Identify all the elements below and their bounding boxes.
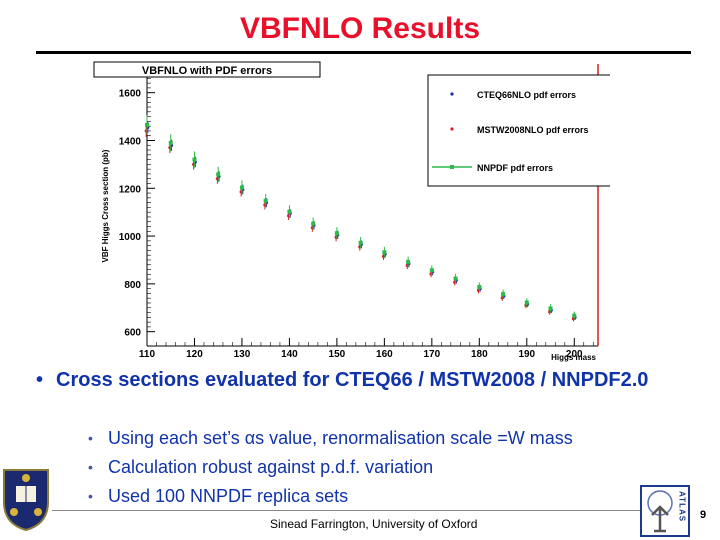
legend-label-mstw: MSTW2008NLO pdf errors	[477, 125, 589, 135]
chart-container: 600 800 1000 1200 1400 1600 110 120 130 140 150 160…	[90, 56, 629, 364]
footer-rule	[52, 510, 642, 511]
legend-marker-mstw	[450, 127, 454, 131]
x-tick-label: 160	[376, 349, 393, 360]
y-tick-label: 800	[124, 280, 141, 291]
y-tick-label: 600	[124, 328, 141, 339]
y-tick-label: 1000	[119, 232, 142, 243]
main-bullet-text: Cross sections evaluated for CTEQ66 / MS…	[56, 369, 649, 391]
x-axis-label: Higgs mass	[551, 353, 596, 362]
nnpdf-point	[145, 122, 149, 127]
nnpdf-point	[358, 240, 363, 245]
chart-title: VBFNLO with PDF errors	[142, 65, 272, 77]
atlas-logo-text: ATLAS	[678, 491, 687, 522]
nnpdf-point	[311, 221, 316, 226]
nnpdf-point	[406, 259, 411, 264]
x-tick-label: 190	[518, 349, 535, 360]
y-tick-label: 1400	[119, 136, 142, 147]
sub-bullet-text: Using each set’s αs value, renormalisati…	[108, 428, 573, 448]
nnpdf-point	[429, 268, 434, 273]
sub-bullet-text: Calculation robust against p.d.f. variat…	[108, 457, 434, 477]
x-tick-label: 120	[186, 349, 203, 360]
legend-marker-nnpdf	[450, 165, 454, 169]
x-tick-label: 110	[139, 349, 156, 360]
nnpdf-point	[524, 300, 529, 305]
nnpdf-point	[287, 209, 292, 214]
oxford-crest-logo	[3, 469, 49, 532]
footer-author: Sinead Farrington, University of Oxford	[270, 517, 478, 531]
title-rule	[36, 51, 691, 54]
nnpdf-point	[192, 157, 197, 162]
x-tick-label: 200	[566, 349, 583, 360]
bullet-dot: •	[36, 369, 44, 391]
nnpdf-point	[168, 140, 173, 145]
sub-bullet-dot: •	[88, 459, 93, 475]
y-tick-label: 1600	[119, 89, 142, 100]
sub-bullet-dot: •	[88, 430, 93, 446]
nnpdf-point	[382, 250, 387, 255]
x-tick-label: 180	[471, 349, 488, 360]
sub-bullet-dot: •	[88, 488, 93, 504]
nnpdf-point	[501, 292, 506, 297]
x-tick-label: 140	[281, 349, 298, 360]
legend-label-nnpdf: NNPDF pdf errors	[477, 163, 553, 173]
sub-bullet-2: • Calculation robust against p.d.f. vari…	[88, 456, 434, 478]
x-tick-label: 130	[234, 349, 251, 360]
pdf-errors-chart: 600 800 1000 1200 1400 1600 110 120 130 140 150 160…	[90, 56, 629, 364]
sub-bullet-1: • Using each set’s αs value, renormalisa…	[88, 427, 573, 449]
chart-title-box	[93, 61, 321, 78]
legend-label-cteq: CTEQ66NLO pdf errors	[477, 90, 576, 100]
page-number: 9	[700, 509, 707, 521]
sub-bullet-3: • Used 100 NNPDF replica sets	[88, 485, 349, 507]
atlas-logo: ATLAS	[640, 485, 690, 537]
sub-bullet-text: Used 100 NNPDF replica sets	[108, 486, 349, 506]
y-tick-label: 1200	[119, 184, 142, 195]
nnpdf-point	[477, 284, 482, 289]
nnpdf-point	[548, 306, 553, 311]
main-bullet: • Cross sections evaluated for CTEQ66 / …	[36, 367, 706, 393]
x-tick-label: 150	[329, 349, 346, 360]
nnpdf-point	[263, 198, 268, 203]
nnpdf-point	[239, 185, 244, 190]
nnpdf-point	[216, 172, 221, 177]
y-axis-label: VBF Higgs Cross section (pb)	[101, 149, 110, 262]
nnpdf-point	[334, 231, 339, 236]
nnpdf-point	[572, 313, 577, 318]
nnpdf-point	[453, 276, 458, 281]
legend-marker-cteq	[450, 92, 454, 96]
x-tick-label: 170	[423, 349, 440, 360]
slide-title: VBFNLO Results	[239, 12, 481, 45]
